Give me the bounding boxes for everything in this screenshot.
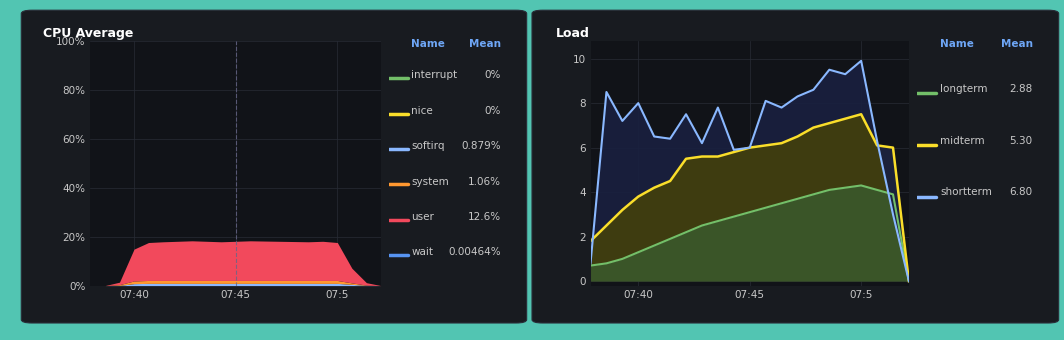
Text: CPU Average: CPU Average: [43, 27, 133, 40]
Text: 0%: 0%: [484, 106, 501, 116]
Text: 0%: 0%: [484, 70, 501, 81]
Text: system: system: [412, 176, 449, 187]
Text: Name: Name: [412, 39, 445, 49]
Text: interrupt: interrupt: [412, 70, 458, 81]
Text: Name: Name: [940, 39, 974, 49]
Text: softirq: softirq: [412, 141, 445, 151]
Text: 12.6%: 12.6%: [468, 212, 501, 222]
Text: longterm: longterm: [940, 84, 987, 94]
Text: midterm: midterm: [940, 136, 984, 146]
Text: 0.879%: 0.879%: [462, 141, 501, 151]
Text: user: user: [412, 212, 434, 222]
Text: shortterm: shortterm: [940, 187, 992, 198]
Text: nice: nice: [412, 106, 433, 116]
Text: 6.80: 6.80: [1010, 187, 1033, 198]
Text: Mean: Mean: [1001, 39, 1033, 49]
Text: 5.30: 5.30: [1010, 136, 1033, 146]
Text: 1.06%: 1.06%: [468, 176, 501, 187]
Text: Load: Load: [555, 27, 589, 40]
Text: wait: wait: [412, 247, 433, 257]
Text: 2.88: 2.88: [1010, 84, 1033, 94]
Text: 0.00464%: 0.00464%: [448, 247, 501, 257]
Text: Mean: Mean: [469, 39, 501, 49]
